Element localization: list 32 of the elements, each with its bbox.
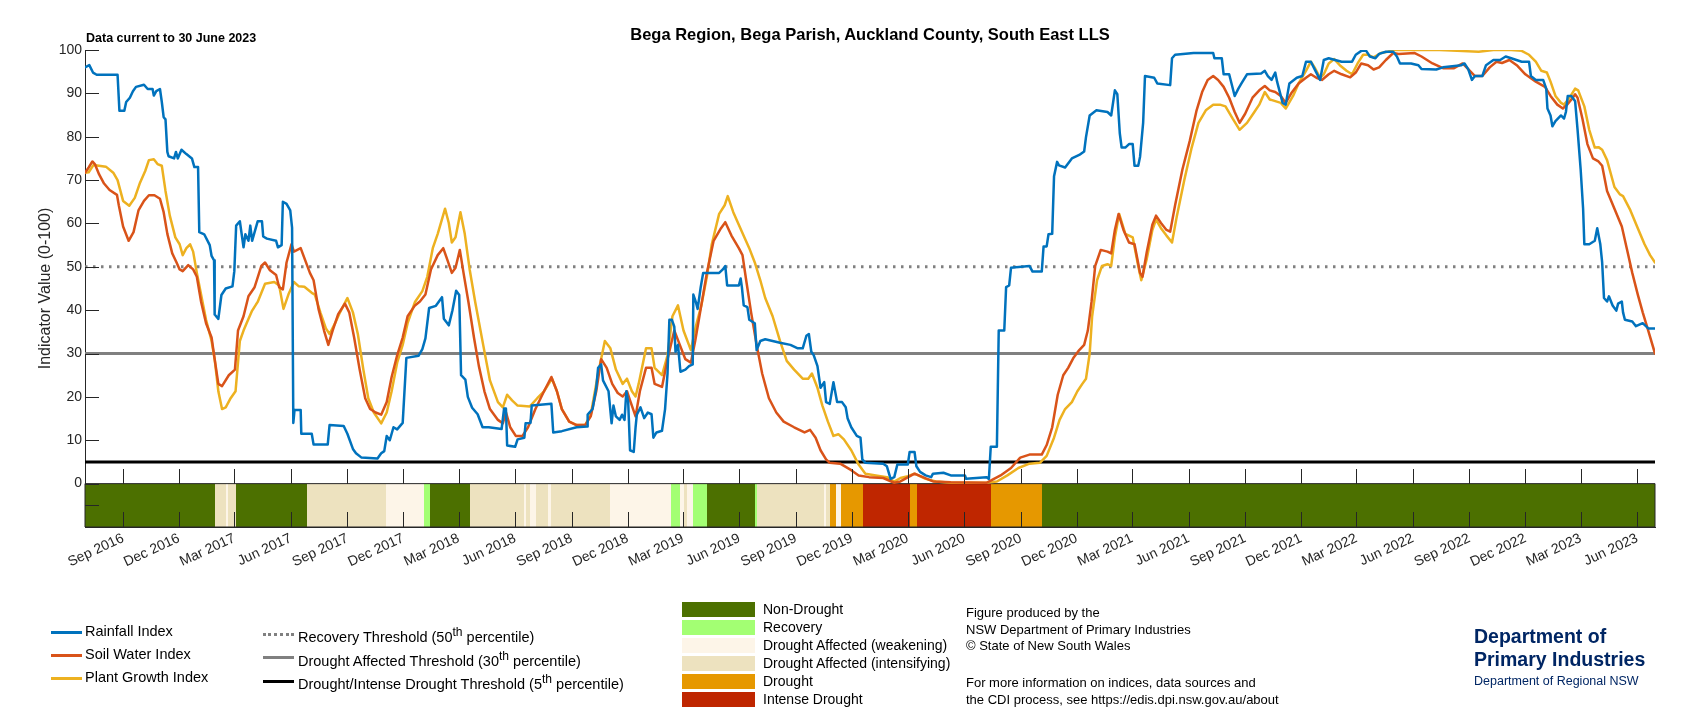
chart-title: Bega Region, Bega Parish, Auckland County, South East LLS: [630, 25, 1110, 43]
text: Recovery: [763, 619, 823, 636]
legend-label: Drought Affected Threshold (30$^{th}$ percentile): [298, 647, 581, 670]
y-tick-label: 10: [66, 431, 83, 448]
y-tick-label: 40: [66, 301, 83, 318]
y-tick-label: 70: [66, 170, 83, 187]
text: Drought: [763, 673, 813, 690]
legend-label: Rainfall Index: [85, 623, 173, 640]
legend-label: Drought/Intense Drought Threshold (5$^{th}$ percentile): [298, 671, 624, 693]
text: Intense Drought: [763, 691, 863, 708]
text: Drought Affected (weakening): [763, 637, 948, 654]
x-tick-label: Jun 2023: [1581, 529, 1641, 569]
text: Department of Primary Industries: [1474, 625, 1646, 671]
y-tick-label: 30: [66, 344, 83, 361]
text: Drought Affected (intensifying): [763, 655, 951, 672]
legend-label: Soil Water Index: [85, 646, 191, 663]
x-tick-label: Mar 2018: [401, 529, 462, 569]
y-tick-label: 90: [66, 84, 83, 101]
legend-label: Plant Growth Index: [85, 669, 209, 686]
text: Department of Regional NSW: [1474, 674, 1639, 688]
text: Figure produced by the NSW Department of Primary Industries © State of New South Wales: [966, 605, 1191, 655]
y-tick-label: 60: [66, 214, 83, 231]
y-tick-label: 50: [66, 257, 83, 274]
legend-label: Recovery Threshold (50$^{th}$ percentile): [298, 624, 535, 646]
text: Data current to 30 June 2023: [86, 31, 257, 45]
text: For more information on indices, data sources and the CDI process, see https://edis.dpi.nsw.gov.au/about: [966, 675, 1279, 708]
y-axis-title: Indicator Value (0-100): [36, 207, 54, 370]
y-tick-label: 80: [66, 127, 83, 144]
y-tick-label: 100: [58, 40, 83, 57]
text: Non-Drought: [763, 601, 844, 618]
y-tick-label: 20: [66, 387, 83, 404]
y-tick-label: 0: [74, 474, 83, 491]
